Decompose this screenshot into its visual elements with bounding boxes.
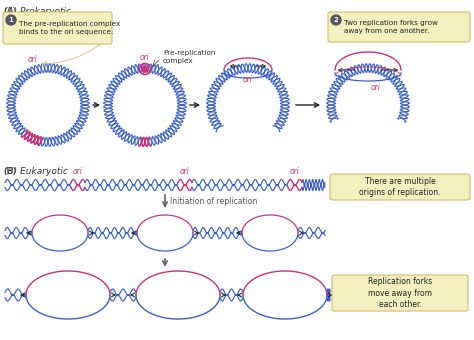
Text: (A): (A) bbox=[3, 7, 17, 16]
FancyBboxPatch shape bbox=[328, 12, 470, 42]
Text: ori: ori bbox=[73, 167, 83, 176]
Circle shape bbox=[331, 15, 341, 25]
Text: Initiation of replication: Initiation of replication bbox=[170, 197, 257, 206]
Text: ori: ori bbox=[180, 167, 190, 176]
Text: 1: 1 bbox=[9, 17, 13, 23]
Text: ori: ori bbox=[140, 53, 150, 62]
Text: complex: complex bbox=[163, 58, 193, 64]
FancyBboxPatch shape bbox=[332, 275, 468, 311]
Text: Replication forks
move away from
each other.: Replication forks move away from each ot… bbox=[368, 277, 432, 309]
Text: 2: 2 bbox=[334, 17, 338, 23]
FancyBboxPatch shape bbox=[330, 174, 470, 200]
Text: (B): (B) bbox=[3, 167, 17, 176]
Text: ori: ori bbox=[243, 75, 253, 84]
Circle shape bbox=[6, 15, 16, 25]
Text: ori: ori bbox=[371, 83, 381, 92]
Text: (B) Eukaryotic: (B) Eukaryotic bbox=[4, 167, 68, 176]
Text: There are multiple
origins of replication.: There are multiple origins of replicatio… bbox=[359, 177, 441, 197]
Text: Pre-replication: Pre-replication bbox=[163, 50, 215, 56]
Text: Two replication forks grow
away from one another.: Two replication forks grow away from one… bbox=[344, 20, 438, 34]
Text: The pre-replication complex
binds to the ori sequence.: The pre-replication complex binds to the… bbox=[19, 21, 120, 35]
Text: (A) Prokaryotic: (A) Prokaryotic bbox=[4, 7, 71, 16]
Text: ori: ori bbox=[290, 167, 300, 176]
Text: ori: ori bbox=[28, 55, 38, 64]
FancyBboxPatch shape bbox=[3, 12, 112, 44]
Circle shape bbox=[142, 66, 148, 72]
